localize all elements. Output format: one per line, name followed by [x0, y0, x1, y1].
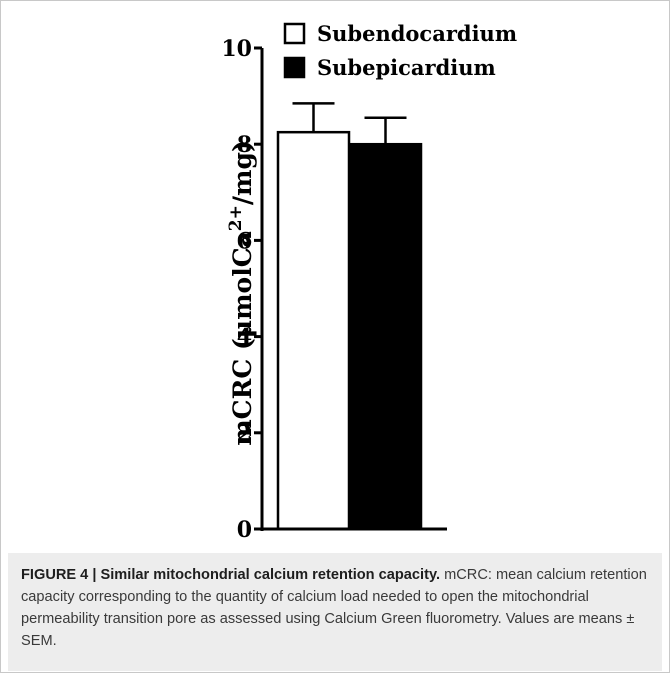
y-tick-label-10: 10: [221, 36, 252, 62]
bar-subepicardium: [348, 142, 423, 531]
caption-title: Similar mitochondrial calcium retention …: [100, 567, 441, 583]
figure-caption: FIGURE 4 | Similar mitochondrial calcium…: [21, 564, 653, 652]
legend-swatch-subendocardium: [283, 22, 306, 45]
legend-label-subendocardium: Subendocardium: [317, 21, 517, 46]
y-axis-title-tail: /mg): [228, 140, 257, 205]
y-tick-label-6: 6: [237, 228, 252, 254]
y-axis-title: mCRC (μmolCa2+/mg): [226, 140, 257, 446]
y-tick-label-8: 8: [237, 132, 252, 158]
bar-chart: mCRC (μmolCa2+/mg) 0 2 4 6 8 10 Subendocardiu…: [221, 21, 517, 543]
bars: [276, 130, 423, 531]
y-tick-label-4: 4: [237, 325, 252, 351]
caption-label: FIGURE 4 |: [21, 567, 101, 583]
legend: Subendocardium Subepicardium: [283, 21, 517, 80]
y-axis-title-superscript: 2+: [226, 205, 246, 231]
y-tick-label-0: 0: [237, 517, 252, 543]
y-axis-ticks: 0 2 4 6 8 10: [221, 36, 262, 543]
caption-box: FIGURE 4 | Similar mitochondrial calcium…: [8, 553, 662, 671]
y-axis-title-main: mCRC (μmolCa: [228, 231, 257, 446]
legend-label-subepicardium: Subepicardium: [317, 55, 496, 80]
caption-body: mCRC: mean calcium retention capacity co…: [21, 567, 647, 649]
bar-subendocardium: [276, 130, 351, 531]
legend-swatch-subepicardium: [283, 56, 306, 79]
y-tick-label-2: 2: [237, 421, 252, 447]
error-bars: [292, 102, 407, 145]
